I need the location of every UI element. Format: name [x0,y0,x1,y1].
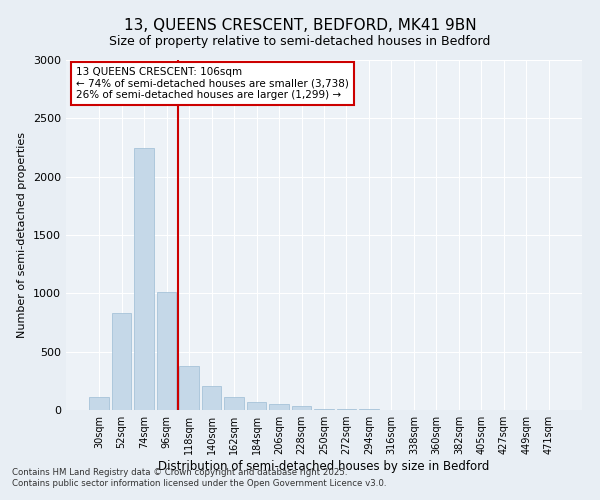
Bar [224,396,244,410]
Text: Size of property relative to semi-detached houses in Bedford: Size of property relative to semi-detach… [109,35,491,48]
Bar [337,409,356,410]
Bar [179,366,199,410]
Bar [89,397,109,410]
X-axis label: Distribution of semi-detached houses by size in Bedford: Distribution of semi-detached houses by … [158,460,490,473]
Bar [202,386,221,410]
Bar [292,406,311,410]
Bar [112,313,131,410]
Bar [314,409,334,410]
Bar [134,148,154,410]
Bar [157,292,176,410]
Y-axis label: Number of semi-detached properties: Number of semi-detached properties [17,132,28,338]
Text: 13, QUEENS CRESCENT, BEDFORD, MK41 9BN: 13, QUEENS CRESCENT, BEDFORD, MK41 9BN [124,18,476,32]
Text: Contains HM Land Registry data © Crown copyright and database right 2025.
Contai: Contains HM Land Registry data © Crown c… [12,468,386,487]
Text: 13 QUEENS CRESCENT: 106sqm
← 74% of semi-detached houses are smaller (3,738)
26%: 13 QUEENS CRESCENT: 106sqm ← 74% of semi… [76,67,349,100]
Bar [247,402,266,410]
Bar [269,404,289,410]
